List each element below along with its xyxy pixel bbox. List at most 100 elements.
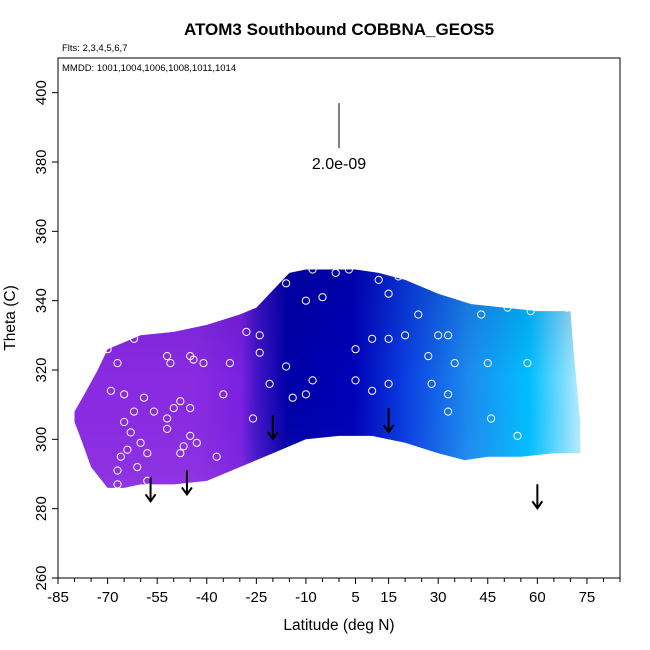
- x-tick-label: -70: [97, 589, 119, 606]
- observation-point: [513, 431, 522, 440]
- observation-point: [444, 390, 453, 399]
- x-tick-label: 15: [380, 589, 397, 606]
- observation-point: [384, 379, 393, 388]
- observation-point: [503, 303, 512, 312]
- x-tick-label: 5: [351, 589, 359, 606]
- observation-point: [129, 407, 139, 416]
- observation-point: [255, 348, 264, 357]
- y-tick-label: 320: [33, 357, 50, 382]
- observation-point: [368, 386, 377, 395]
- x-axis-label: Latitude (deg N): [283, 617, 394, 634]
- y-tick-label: 300: [33, 427, 50, 452]
- observation-point: [288, 393, 297, 402]
- y-tick-label: 380: [33, 149, 50, 174]
- observation-point: [120, 390, 129, 399]
- down-arrow-marker: [144, 477, 157, 504]
- observation-point: [394, 272, 403, 281]
- observation-point: [126, 428, 135, 437]
- observation-point: [526, 307, 535, 316]
- observation-point: [129, 334, 139, 343]
- observation-point: [265, 379, 274, 388]
- observation-point: [116, 452, 125, 461]
- chart-title: ATOM3 Southbound COBBNA_GEOS5: [184, 20, 494, 39]
- observation-point: [427, 379, 436, 388]
- observation-point: [308, 265, 317, 274]
- observation-point: [450, 359, 459, 368]
- x-tick-label: -10: [295, 589, 317, 606]
- x-tick-label: -55: [146, 589, 168, 606]
- observation-point: [219, 390, 228, 399]
- observation-point: [368, 334, 377, 343]
- observation-point: [563, 303, 572, 312]
- observation-point: [351, 345, 360, 354]
- observation-point: [351, 376, 360, 385]
- y-tick-label: 360: [33, 219, 50, 244]
- observation-point: [301, 390, 310, 399]
- observation-point: [106, 386, 116, 395]
- y-tick-label: 260: [33, 565, 50, 590]
- observation-point: [301, 296, 310, 305]
- observation-point: [199, 359, 208, 368]
- data-field-shading: [74, 269, 581, 488]
- y-axis-label: Theta (C): [2, 285, 19, 350]
- observation-point: [179, 442, 188, 451]
- observation-point: [444, 331, 453, 340]
- observation-point: [113, 359, 122, 368]
- x-tick-label: -40: [196, 589, 218, 606]
- observation-point: [192, 438, 201, 447]
- y-tick-label: 400: [33, 80, 50, 105]
- observation-point: [424, 352, 433, 361]
- observation-point: [242, 327, 251, 336]
- observation-point: [136, 438, 145, 447]
- observation-point: [401, 331, 410, 340]
- observation-point: [143, 449, 152, 458]
- observation-point: [282, 279, 291, 288]
- observation-point: [120, 417, 129, 427]
- scale-bar-label: 2.0e-09: [312, 156, 366, 173]
- x-tick-label: 60: [529, 589, 546, 606]
- x-tick-label: 45: [479, 589, 496, 606]
- observation-point: [344, 265, 353, 274]
- observation-point: [331, 268, 340, 277]
- observation-point: [186, 431, 195, 440]
- observation-point: [123, 445, 132, 454]
- observation-point: [166, 359, 175, 368]
- x-axis: -85 -70 -55 -40 -25 -10 5 15 30 45 60 75: [47, 578, 621, 606]
- observation-point: [282, 362, 291, 371]
- observation-point: [308, 376, 317, 385]
- y-tick-label: 280: [33, 496, 50, 521]
- observation-point: [384, 289, 393, 298]
- observation-point: [487, 414, 496, 423]
- down-arrow-marker: [531, 484, 544, 510]
- observation-point: [113, 466, 122, 475]
- x-tick-label: 75: [579, 589, 596, 606]
- observation-point: [225, 359, 234, 368]
- observation-point: [149, 407, 158, 416]
- down-arrow-marker: [267, 414, 279, 441]
- observation-point: [139, 393, 149, 402]
- observation-point: [212, 452, 221, 461]
- observation-point: [384, 334, 393, 343]
- observation-point: [133, 463, 142, 472]
- observation-point: [444, 407, 453, 416]
- observation-point: [189, 355, 198, 364]
- mmdd-label: MMDD: 1001,1004,1006,1008,1011,1014: [62, 63, 236, 74]
- observation-point: [163, 414, 172, 423]
- observation-point: [163, 424, 172, 433]
- observation-point: [318, 293, 327, 302]
- flights-label: Flts: 2,3,4,5,6,7: [62, 43, 127, 54]
- observation-point: [477, 310, 486, 319]
- observation-point: [255, 331, 264, 340]
- x-tick-label: -25: [246, 589, 268, 606]
- y-axis: 260 280 300 320 340 360 380 400: [33, 80, 58, 591]
- observation-point: [434, 331, 443, 340]
- observation-point: [374, 275, 383, 284]
- observation-point: [163, 352, 172, 361]
- down-arrow-marker: [181, 470, 193, 497]
- observation-point: [248, 414, 258, 423]
- observation-point: [523, 359, 532, 368]
- observation-point: [103, 345, 112, 354]
- x-tick-label: 30: [430, 589, 447, 606]
- observation-point: [414, 310, 423, 319]
